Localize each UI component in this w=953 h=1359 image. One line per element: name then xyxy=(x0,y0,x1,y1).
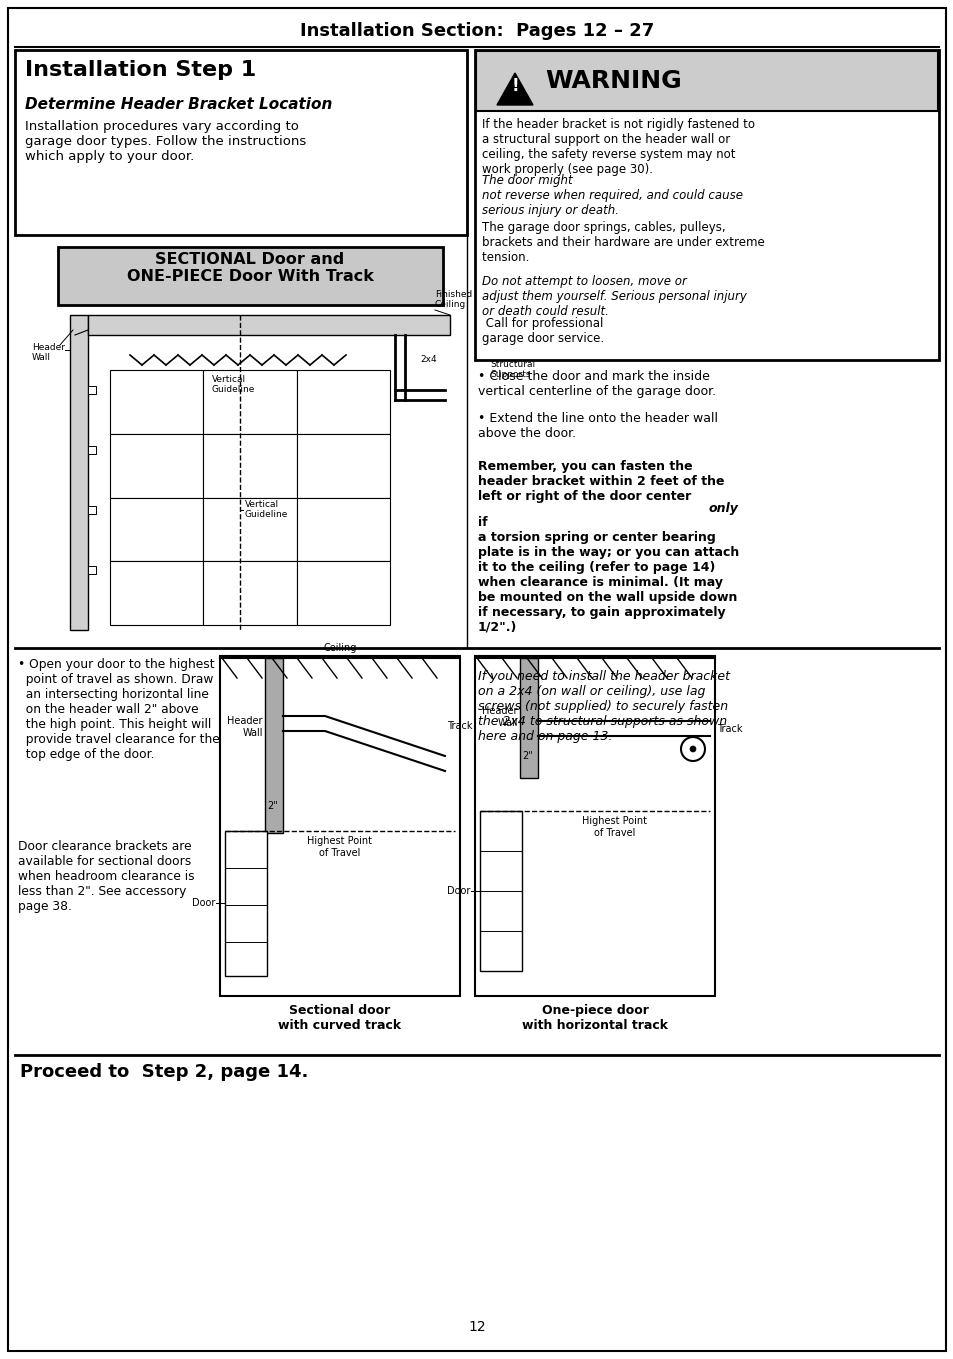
Text: Finished
Ceiling: Finished Ceiling xyxy=(435,289,472,310)
Text: Highest Point
of Travel: Highest Point of Travel xyxy=(307,836,372,858)
Text: If the header bracket is not rigidly fastened to
a structural support on the hea: If the header bracket is not rigidly fas… xyxy=(481,118,754,177)
Text: Track: Track xyxy=(717,724,741,734)
Bar xyxy=(110,370,203,434)
Bar xyxy=(475,656,714,996)
Text: WARNING: WARNING xyxy=(544,69,681,92)
Bar xyxy=(58,247,442,304)
Text: if
a torsion spring or center bearing
plate is in the way; or you can attach
it : if a torsion spring or center bearing pl… xyxy=(477,516,739,635)
Text: Proceed to  Step 2, page 14.: Proceed to Step 2, page 14. xyxy=(20,1063,308,1080)
Bar xyxy=(479,811,521,970)
Text: Header
Wall: Header Wall xyxy=(32,342,65,363)
Bar xyxy=(296,561,390,625)
Bar xyxy=(15,50,467,235)
Text: Installation procedures vary according to
garage door types. Follow the instruct: Installation procedures vary according t… xyxy=(25,120,306,163)
Text: Vertical
Guideline: Vertical Guideline xyxy=(245,500,288,519)
Text: If you need to install the header bracket
on a 2x4 (on wall or ceiling), use lag: If you need to install the header bracke… xyxy=(477,670,729,743)
Text: only: only xyxy=(708,501,739,515)
Bar xyxy=(88,315,450,336)
Bar xyxy=(475,50,938,360)
Text: • Extend the line onto the header wall
above the door.: • Extend the line onto the header wall a… xyxy=(477,412,718,440)
Bar xyxy=(519,658,537,777)
Bar xyxy=(70,315,88,631)
Text: SECTIONAL Door and
ONE-PIECE Door With Track: SECTIONAL Door and ONE-PIECE Door With T… xyxy=(127,251,373,284)
Text: 2x4: 2x4 xyxy=(419,355,436,364)
Text: Door clearance brackets are
available for sectional doors
when headroom clearanc: Door clearance brackets are available fo… xyxy=(18,840,194,913)
Bar xyxy=(88,506,96,514)
Text: The door might
not reverse when required, and could cause
serious injury or deat: The door might not reverse when required… xyxy=(481,174,742,217)
Text: 2": 2" xyxy=(521,752,532,761)
Text: The garage door springs, cables, pulleys,
brackets and their hardware are under : The garage door springs, cables, pulleys… xyxy=(481,222,764,264)
Bar xyxy=(265,658,283,833)
Text: Door: Door xyxy=(192,898,214,908)
Text: Track: Track xyxy=(447,722,472,731)
Bar xyxy=(220,656,459,996)
Circle shape xyxy=(689,746,696,752)
Text: • Close the door and mark the inside
vertical centerline of the garage door.: • Close the door and mark the inside ver… xyxy=(477,370,716,398)
Text: Vertical
Guideline: Vertical Guideline xyxy=(212,375,255,394)
Bar xyxy=(296,370,390,434)
Bar xyxy=(225,830,267,976)
Text: Determine Header Bracket Location: Determine Header Bracket Location xyxy=(25,96,332,111)
Bar xyxy=(203,497,296,561)
Bar xyxy=(110,434,203,497)
Bar xyxy=(296,434,390,497)
Text: Header
Wall: Header Wall xyxy=(482,705,517,727)
Text: 12: 12 xyxy=(468,1320,485,1335)
Text: Call for professional
garage door service.: Call for professional garage door servic… xyxy=(481,317,603,345)
Text: Installation Section:  Pages 12 – 27: Installation Section: Pages 12 – 27 xyxy=(299,22,654,39)
Text: !: ! xyxy=(511,77,518,95)
Text: Highest Point
of Travel: Highest Point of Travel xyxy=(582,815,647,837)
Bar xyxy=(203,370,296,434)
Bar xyxy=(88,386,96,394)
Polygon shape xyxy=(497,73,533,105)
Text: 2": 2" xyxy=(267,800,277,811)
Text: Installation Step 1: Installation Step 1 xyxy=(25,60,256,80)
Bar xyxy=(110,561,203,625)
Bar xyxy=(110,497,203,561)
Bar xyxy=(296,497,390,561)
Bar xyxy=(88,565,96,573)
Text: One-piece door
with horizontal track: One-piece door with horizontal track xyxy=(521,1004,667,1031)
Text: • Open your door to the highest
  point of travel as shown. Draw
  an intersecti: • Open your door to the highest point of… xyxy=(18,658,219,761)
Text: Structural
Supports: Structural Supports xyxy=(490,360,535,379)
Text: Sectional door
with curved track: Sectional door with curved track xyxy=(278,1004,401,1031)
Bar xyxy=(203,561,296,625)
Text: Ceiling: Ceiling xyxy=(323,643,356,654)
Text: Header
Wall: Header Wall xyxy=(227,716,263,738)
Text: Door: Door xyxy=(446,886,470,896)
Bar xyxy=(203,434,296,497)
Text: Do not attempt to loosen, move or
adjust them yourself. Serious personal injury
: Do not attempt to loosen, move or adjust… xyxy=(481,275,746,318)
Bar xyxy=(88,446,96,454)
Text: Remember, you can fasten the
header bracket within 2 feet of the
left or right o: Remember, you can fasten the header brac… xyxy=(477,459,723,503)
Bar xyxy=(476,52,937,111)
